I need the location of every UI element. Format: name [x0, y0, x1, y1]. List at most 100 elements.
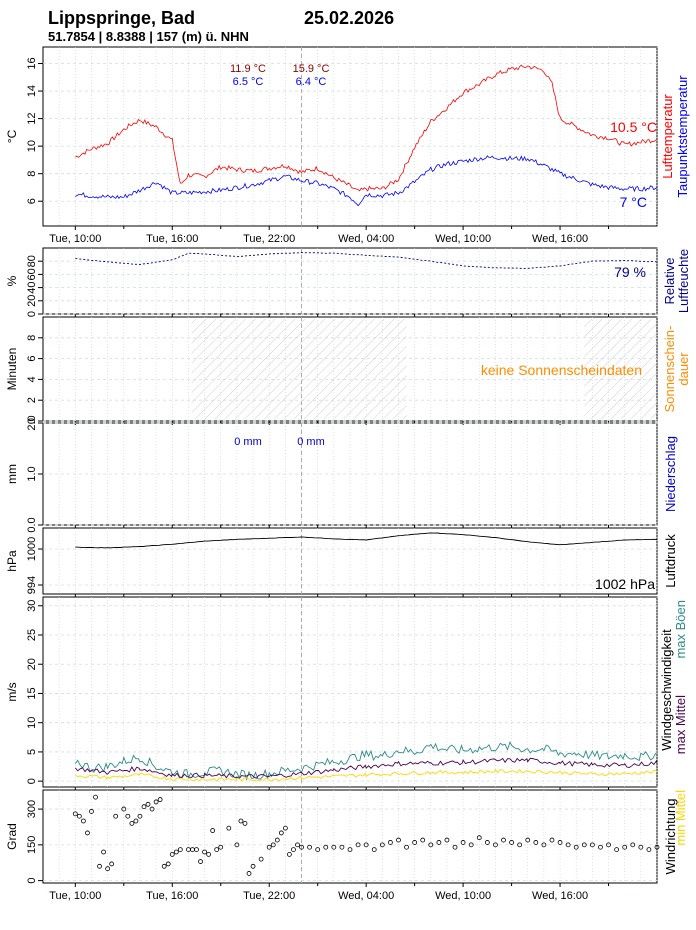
right-label-max-mittel: max Mittel — [673, 695, 688, 754]
wind-direction-point — [113, 813, 119, 819]
annotation-max-temp-day1: 11.9 °C — [230, 63, 266, 75]
bottom-xtick-label: Wed, 16:00 — [532, 890, 588, 902]
annotation-max-temp-day2: 15.9 °C — [293, 63, 330, 75]
annotation-precip-day1: 0 mm — [234, 436, 262, 448]
wind-direction-point — [206, 851, 212, 857]
wind-direction-point — [177, 847, 183, 853]
wind-direction-point — [331, 844, 337, 850]
wind-direction-point — [468, 842, 474, 848]
wind-direction-point — [287, 851, 292, 857]
wind-direction-point — [238, 818, 244, 824]
wind-direction-point — [517, 842, 523, 848]
wind-direction-point — [347, 847, 353, 853]
wind-direction-point — [214, 847, 220, 853]
sunshine-note: keine Sonnenscheindaten — [481, 362, 642, 378]
annotation-dew-day1: 6.5 °C — [233, 76, 264, 88]
precipitation-ytick-label: 0.0 — [26, 517, 38, 532]
bottom-xtick-label: Tue, 16:00 — [146, 890, 198, 902]
wind-frame — [42, 596, 658, 788]
wind-direction-point — [428, 842, 434, 848]
wind-direction-point — [404, 844, 409, 850]
sunshine-ytick-label: 8 — [26, 335, 38, 341]
sunshine-ytick-label: 4 — [26, 376, 38, 382]
right-label-taupunkt: Taupunktstemperatur — [675, 75, 690, 198]
right-label-luftdruck: Luftdruck — [663, 534, 678, 588]
wind-direction-point — [278, 830, 284, 836]
wind-ylabel: m/s — [5, 682, 19, 701]
pressure-ytick-label: 994 — [26, 576, 38, 594]
wind-ytick-label: 5 — [26, 749, 38, 755]
wind-direction-point — [484, 840, 490, 845]
wind-direction-point — [161, 863, 167, 869]
temperature-ytick-label: 8 — [26, 171, 38, 177]
humidity-ytick-label: 60 — [26, 268, 38, 280]
wind-direction-point — [165, 861, 171, 867]
wind-direction-point — [125, 813, 131, 819]
bottom-xtick-label: Tue, 22:00 — [243, 890, 295, 902]
wind-direction-point — [270, 842, 276, 848]
wind-direction-point — [339, 844, 345, 850]
annotation-precip-day2: 0 mm — [297, 436, 325, 448]
right-label-niederschlag: Niederschlag — [663, 436, 678, 512]
wind-direction-point — [202, 849, 207, 855]
wind-ytick-label: 0 — [26, 778, 38, 784]
wind-direction-point — [101, 849, 106, 855]
wind-direction-point — [501, 837, 506, 843]
wind-direction-point — [210, 828, 216, 833]
wind-direction-point — [371, 847, 377, 853]
series-max-mittel — [74, 757, 658, 780]
wind-direction-point — [198, 859, 203, 864]
sunshine-ytick-label: 0 — [26, 418, 38, 424]
temperature-ylabel: °C — [5, 129, 19, 143]
wind-ytick-label: 10 — [26, 717, 38, 729]
wind-direction-point — [173, 849, 179, 855]
wind-direction-point — [598, 844, 603, 850]
wind-ytick-label: 30 — [26, 600, 38, 612]
wind-direction-point — [589, 842, 595, 848]
wind-direction-point — [509, 840, 514, 845]
wind_direction-ylabel: Grad — [5, 823, 19, 850]
precipitation-ylabel: mm — [5, 464, 19, 484]
wind_direction-ytick-label: 150 — [26, 836, 38, 854]
temperature-ytick-label: 10 — [26, 140, 38, 152]
top-xtick-label: Tue, 10:00 — [49, 233, 101, 245]
wind_direction-ytick-label: 300 — [26, 800, 38, 818]
temperature-ytick-label: 6 — [26, 198, 38, 204]
wind-ytick-label: 20 — [26, 658, 38, 670]
night-range-2 — [584, 319, 657, 419]
series-lufttemperatur — [75, 64, 658, 192]
right-label-lufttemperatur: Lufttemperatur — [660, 94, 675, 179]
series-min-mittel — [75, 768, 658, 782]
humidity-ytick-label: 40 — [26, 281, 38, 293]
humidity-ylabel: % — [5, 275, 19, 286]
wind-direction-point — [291, 847, 296, 853]
wind-direction-point — [169, 851, 175, 857]
wind-direction-point — [525, 837, 531, 843]
wind-direction-point — [396, 837, 401, 843]
right-label-luftfeuchte: Luftfeuchte — [676, 249, 691, 313]
bottom-xtick-label: Wed, 10:00 — [435, 890, 491, 902]
wind-direction-point — [246, 871, 252, 876]
wind-direction-point — [76, 813, 82, 819]
wind-direction-point — [541, 842, 547, 848]
sunshine-ytick-label: 2 — [26, 397, 38, 403]
wind-direction-point — [533, 840, 539, 845]
wind-direction-point — [105, 866, 111, 872]
wind-direction-point — [654, 844, 660, 850]
wind-direction-point — [194, 847, 199, 853]
precipitation-ytick-label: 2.0 — [26, 415, 38, 430]
last-value-dew: 7 °C — [620, 194, 647, 210]
sunshine-ylabel: Minuten — [5, 348, 19, 391]
date-title: 25.02.2026 — [304, 8, 394, 28]
right-label-relative: Relative — [662, 258, 677, 305]
wind-direction-point — [444, 837, 450, 843]
top-xtick-label: Wed, 04:00 — [338, 233, 394, 245]
top-xtick-label: Tue, 16:00 — [146, 233, 198, 245]
wind-direction-point — [121, 806, 127, 812]
wind-direction-point — [242, 820, 248, 826]
wind-direction-point — [190, 847, 195, 853]
wind-direction-point — [549, 837, 555, 843]
sunshine-ytick-label: 6 — [26, 356, 38, 362]
right-label-max-boeen: max Böen — [673, 600, 688, 659]
